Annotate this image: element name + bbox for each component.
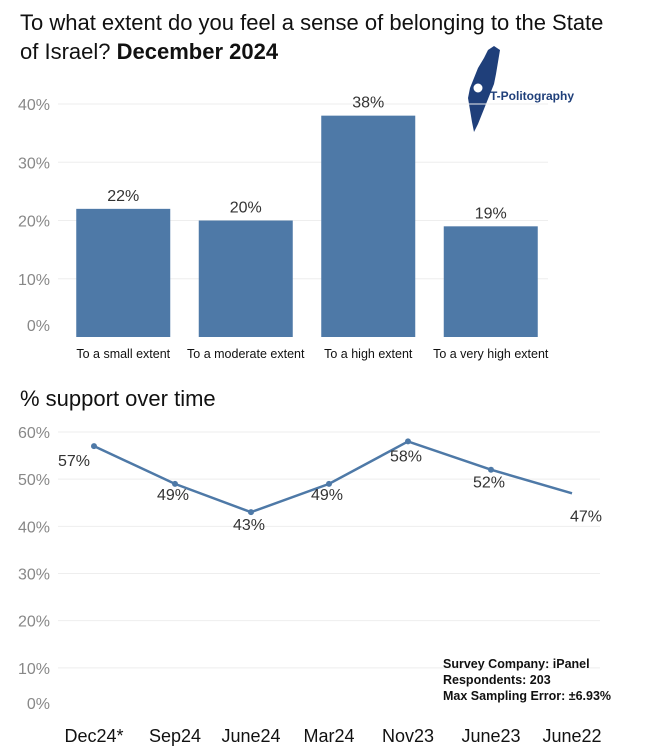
chart-title: To what extent do you feel a sense of be… xyxy=(20,8,620,66)
line-value-label: 49% xyxy=(157,487,189,504)
bar xyxy=(198,220,293,337)
line-value-label: 43% xyxy=(233,517,265,534)
line-x-tick-label: Sep24 xyxy=(149,726,201,746)
line-x-tick-label: Nov23 xyxy=(382,726,434,746)
line-y-tick-label: 60% xyxy=(18,425,50,442)
line-y-tick-label: 0% xyxy=(27,696,50,713)
bar xyxy=(76,208,171,337)
line-y-tick-label: 40% xyxy=(18,519,50,536)
bar-category-label: To a high extent xyxy=(324,347,413,361)
bar-value-label: 38% xyxy=(352,95,384,112)
bar-value-label: 22% xyxy=(107,188,139,205)
bar-value-label: 19% xyxy=(475,205,507,222)
line-chart-subtitle: % support over time xyxy=(20,386,216,411)
bar-y-tick-label: 0% xyxy=(27,318,50,335)
bar-category-label: To a very high extent xyxy=(433,347,549,361)
data-point xyxy=(248,509,254,516)
title-question: To what extent do you feel a sense of be… xyxy=(20,10,604,64)
logo-text: T-Politography xyxy=(490,89,574,103)
line-value-label: 57% xyxy=(58,453,90,470)
title-date: December 2024 xyxy=(116,39,279,64)
data-point xyxy=(405,438,411,445)
bar-category-label: To a moderate extent xyxy=(187,347,305,361)
line-x-tick-label: June24 xyxy=(221,726,280,746)
data-point xyxy=(172,480,178,487)
survey-company: Survey Company: iPanel xyxy=(443,657,590,671)
line-y-tick-label: 50% xyxy=(18,472,50,489)
bar-y-tick-label: 10% xyxy=(18,272,50,289)
bar xyxy=(443,226,538,337)
line-value-label: 49% xyxy=(311,487,343,504)
line-x-tick-label: Mar24 xyxy=(303,726,354,746)
line-value-label: 47% xyxy=(570,508,602,525)
survey-respondents: Respondents: 203 xyxy=(443,673,551,687)
bar-chart: 0% 10% 20% 30% 40% 22% To a small extent 20% To … xyxy=(18,95,549,361)
line-y-tick-label: 10% xyxy=(18,661,50,678)
survey-error: Max Sampling Error: ±6.93% xyxy=(443,689,612,703)
line-value-label: 58% xyxy=(390,448,422,465)
bar-category-label: To a small extent xyxy=(76,347,170,361)
line-y-tick-label: 30% xyxy=(18,567,50,584)
bar-y-tick-label: 20% xyxy=(18,214,50,231)
line-value-label: 52% xyxy=(473,475,505,492)
data-point xyxy=(326,480,332,487)
bar-y-tick-label: 30% xyxy=(18,155,50,172)
survey-info: Survey Company: iPanel Respondents: 203 … xyxy=(443,656,611,704)
bar xyxy=(321,115,416,338)
line-y-tick-label: 20% xyxy=(18,614,50,631)
bar-y-tick-label: 40% xyxy=(18,97,50,114)
data-point xyxy=(91,443,97,450)
line-x-tick-label: Dec24* xyxy=(64,726,123,746)
line-x-tick-label: June22 xyxy=(542,726,601,746)
bar-value-label: 20% xyxy=(230,200,262,217)
line-x-tick-label: June23 xyxy=(461,726,520,746)
data-point xyxy=(488,466,494,473)
israel-map-icon xyxy=(468,46,500,132)
